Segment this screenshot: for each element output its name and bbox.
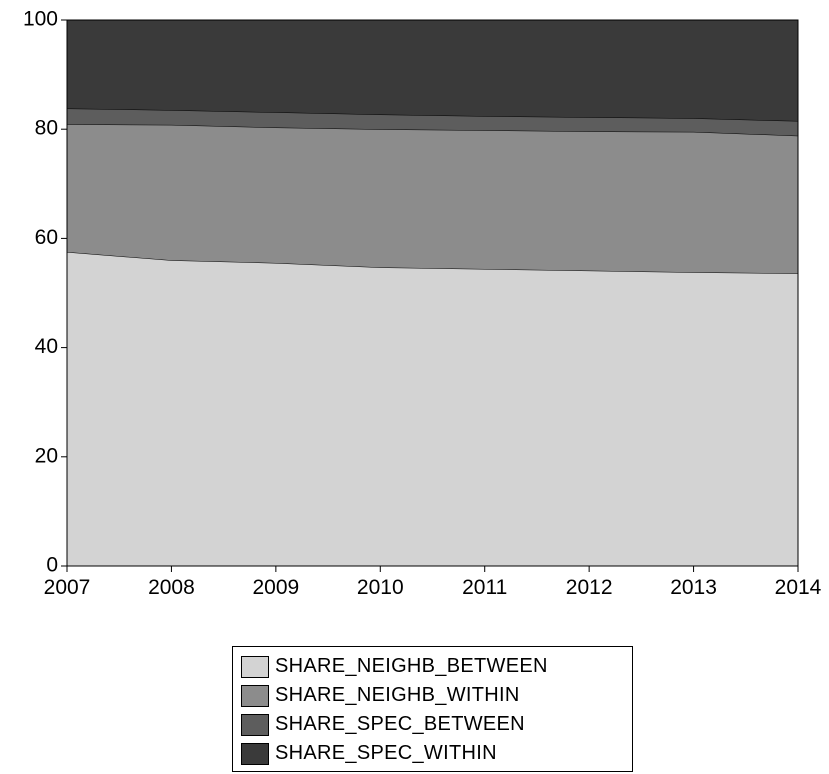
area-series	[67, 252, 798, 567]
x-tick-label: 2011	[462, 576, 507, 599]
area-layers	[66, 19, 799, 567]
legend-label: SHARE_SPEC_BETWEEN	[275, 713, 525, 735]
x-tick-label: 2007	[44, 576, 91, 599]
legend-swatch	[241, 742, 269, 765]
legend-swatch	[241, 684, 269, 707]
area-series	[67, 20, 798, 122]
stacked-area-chart: 0 20 40 60 80 100 2007 2008 2009 2010 2011 2012 201…	[23, 8, 822, 599]
y-axis: 0 20 40 60 80 100	[23, 8, 67, 577]
legend-item: SHARE_SPEC_BETWEEN	[241, 710, 632, 739]
y-tick-label: 80	[35, 117, 58, 140]
legend-label: SHARE_SPEC_WITHIN	[275, 742, 497, 764]
y-tick-label: 100	[23, 8, 58, 31]
legend-item: SHARE_NEIGHB_BETWEEN	[241, 652, 632, 681]
y-tick-label: 0	[46, 554, 58, 577]
x-tick-label: 2009	[252, 576, 299, 599]
x-axis: 2007 2008 2009 2010 2011 2012 2013 2014	[44, 566, 822, 599]
legend-swatch	[241, 713, 269, 736]
y-tick-label: 60	[35, 226, 58, 249]
legend-label: SHARE_NEIGHB_WITHIN	[275, 684, 520, 706]
y-tick-label: 20	[35, 444, 58, 467]
y-tick-label: 40	[35, 335, 58, 358]
area-series	[67, 108, 798, 136]
legend-label: SHARE_NEIGHB_BETWEEN	[275, 655, 548, 677]
legend-swatch	[241, 655, 269, 678]
legend-item: SHARE_SPEC_WITHIN	[241, 739, 632, 768]
x-tick-label: 2010	[357, 576, 404, 599]
legend: SHARE_NEIGHB_BETWEEN SHARE_NEIGHB_WITHIN…	[232, 646, 633, 772]
area-series	[67, 124, 798, 274]
x-tick-label: 2014	[775, 576, 822, 599]
x-tick-label: 2008	[148, 576, 195, 599]
legend-item: SHARE_NEIGHB_WITHIN	[241, 681, 632, 710]
x-tick-label: 2012	[566, 576, 613, 599]
plot-frame	[66, 19, 799, 567]
x-tick-label: 2013	[670, 576, 717, 599]
